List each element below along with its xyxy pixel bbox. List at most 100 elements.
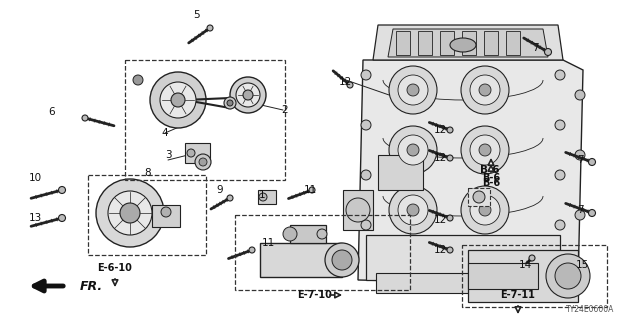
Circle shape [224,97,236,109]
Circle shape [389,126,437,174]
Bar [468,263,538,289]
Circle shape [283,227,297,241]
Text: 7: 7 [577,155,583,165]
Text: 3: 3 [164,150,172,160]
Bar [484,31,498,55]
Text: 12: 12 [433,125,447,135]
Circle shape [96,179,164,247]
Circle shape [120,203,140,223]
Text: 6: 6 [49,107,55,117]
Text: 12: 12 [433,245,447,255]
Circle shape [347,82,353,88]
Bar [506,31,520,55]
Bar [468,188,490,206]
Circle shape [447,247,453,253]
Circle shape [230,77,266,113]
Bar [343,190,373,230]
Text: 8: 8 [145,168,151,178]
Circle shape [259,193,267,201]
Polygon shape [388,29,548,57]
Circle shape [361,220,371,230]
Circle shape [243,90,253,100]
Circle shape [575,150,585,160]
Bar [260,243,342,277]
Bar [440,31,454,55]
Text: 5: 5 [194,10,200,20]
Circle shape [479,84,491,96]
Bar [235,215,410,290]
Circle shape [473,191,485,203]
Text: 11: 11 [261,238,275,248]
Bar [378,155,423,190]
Text: 7: 7 [532,43,538,53]
Polygon shape [358,60,583,285]
Bar [185,143,210,163]
Circle shape [309,187,315,193]
Circle shape [160,82,196,118]
Circle shape [447,215,453,221]
Text: 13: 13 [28,213,42,223]
Circle shape [479,204,491,216]
Text: TY24E0600A: TY24E0600A [566,305,614,314]
Circle shape [150,72,206,128]
Text: E-7-10: E-7-10 [298,290,332,300]
Polygon shape [373,25,563,60]
Text: FR.: FR. [80,279,103,292]
Circle shape [589,210,595,217]
Circle shape [195,154,211,170]
Text: E-6-10: E-6-10 [97,263,132,273]
Circle shape [325,243,359,277]
Circle shape [361,120,371,130]
Circle shape [555,70,565,80]
Circle shape [407,144,419,156]
Text: B-6: B-6 [480,165,500,175]
Circle shape [470,135,500,165]
Text: 12: 12 [433,153,447,163]
Circle shape [575,90,585,100]
Circle shape [199,158,207,166]
Circle shape [398,75,428,105]
Bar [468,250,578,302]
Circle shape [332,250,352,270]
Circle shape [575,210,585,220]
Bar [396,31,410,55]
Text: 12: 12 [433,215,447,225]
Bar [125,60,285,180]
Circle shape [555,220,565,230]
Circle shape [447,127,453,133]
Text: E-7-11: E-7-11 [500,290,536,300]
Circle shape [461,66,509,114]
Bar [152,205,180,227]
Circle shape [389,186,437,234]
Circle shape [546,254,590,298]
Bar [88,175,206,255]
Circle shape [555,170,565,180]
Circle shape [187,149,195,157]
Circle shape [58,187,65,194]
Text: 10: 10 [28,173,42,183]
Circle shape [555,263,581,289]
Circle shape [361,70,371,80]
Circle shape [346,198,370,222]
Circle shape [407,84,419,96]
Circle shape [161,207,171,217]
Bar [290,225,326,243]
Circle shape [227,100,233,106]
Circle shape [461,126,509,174]
Circle shape [555,120,565,130]
Ellipse shape [450,38,476,52]
Circle shape [133,75,143,85]
Circle shape [589,158,595,165]
Text: 1: 1 [259,190,266,200]
Bar [366,235,560,280]
Circle shape [361,170,371,180]
Circle shape [108,191,152,235]
Bar [258,190,276,204]
Bar [376,273,550,293]
Text: B-6: B-6 [482,173,500,183]
Circle shape [207,25,213,31]
Text: 7: 7 [577,205,583,215]
Circle shape [317,229,327,239]
Circle shape [398,195,428,225]
Circle shape [470,195,500,225]
